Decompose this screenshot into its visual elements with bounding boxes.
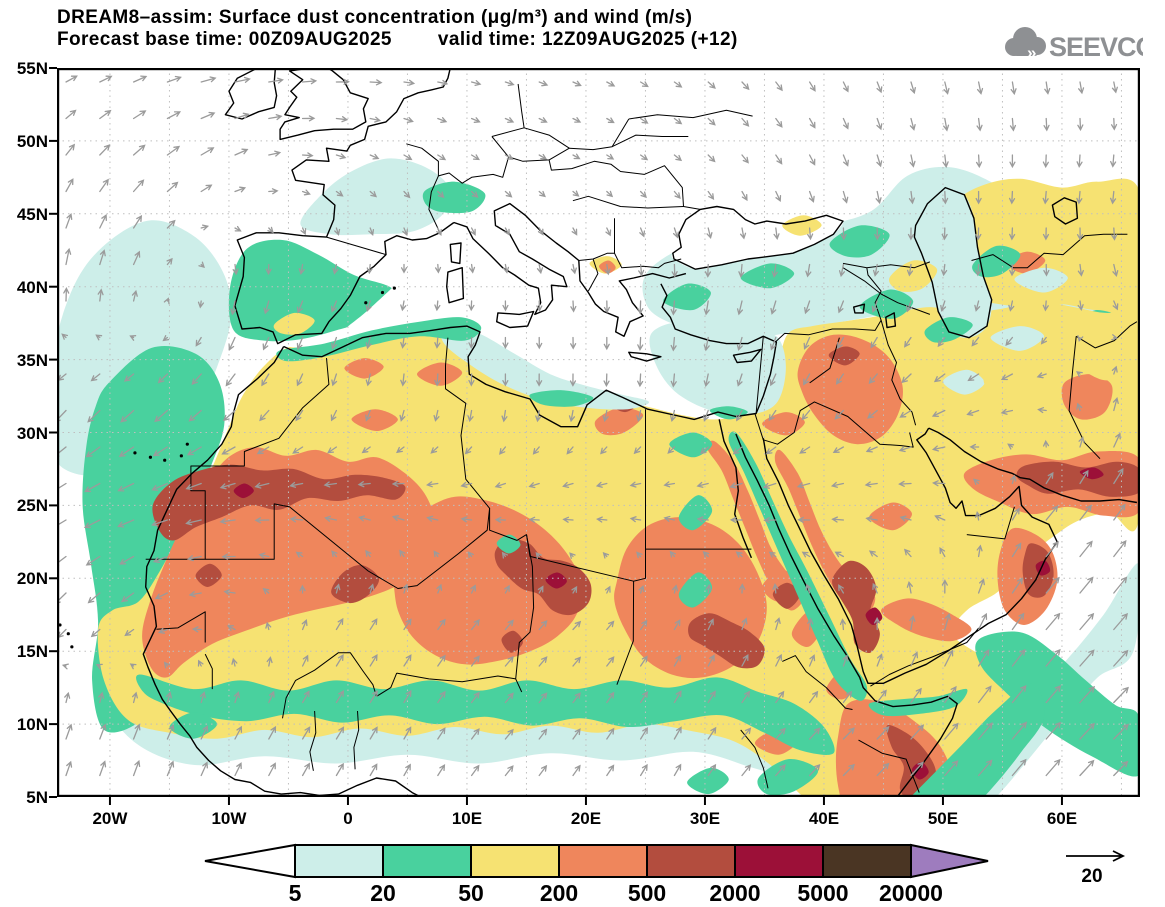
lon-axis-label: 0	[343, 809, 353, 828]
graticule-layer	[57, 68, 1140, 797]
dust-overlay-layer	[136, 215, 1140, 797]
lat-axis-label: 45N	[16, 204, 48, 224]
lat-axis-label: 40N	[16, 277, 48, 297]
logo-text: SEEVCCC	[1049, 32, 1143, 62]
map-frame	[57, 68, 1140, 797]
svg-text:»: »	[1027, 43, 1036, 62]
page-subtitle: Forecast base time: 00Z09AUG2025 valid ti…	[57, 29, 738, 51]
colorbar-tick-label: 20	[370, 880, 396, 906]
lat-axis-label: 55N	[16, 59, 48, 78]
lat-axis-label: 10N	[16, 715, 48, 735]
seevccc-logo: » SEEVCCC	[1001, 22, 1143, 64]
cloud-icon: »	[1005, 27, 1046, 62]
colorbar-tick-label: 5000	[797, 880, 848, 906]
lon-axis-label: 20W	[92, 809, 128, 828]
colorbar-tick-label: 2000	[709, 880, 760, 906]
lat-axis-label: 20N	[16, 569, 48, 589]
colorbar-tick-label: 200	[540, 880, 578, 906]
lon-axis-label: 10W	[211, 809, 247, 828]
lon-axis-label: 50E	[927, 809, 959, 828]
colorbar-tick-label: 50	[458, 880, 484, 906]
lon-axis-label: 30E	[689, 809, 721, 828]
lat-axis-label: 30N	[16, 423, 48, 443]
map-canvas	[57, 68, 1140, 797]
lat-axis-label: 5N	[26, 788, 48, 807]
wind-reference-arrow: 20	[1066, 850, 1126, 887]
lon-axis-label: 60E	[1046, 809, 1078, 828]
page-title: DREAM8–assim: Surface dust concentration…	[57, 7, 693, 28]
lat-axis-label: 50N	[16, 131, 48, 151]
colorbar-tick-label: 5	[289, 880, 302, 906]
lat-axis-label: 35N	[16, 350, 48, 370]
valid-time: valid time: 12Z09AUG2025 (+12)	[437, 29, 738, 50]
lon-axis-label: 40E	[808, 809, 840, 828]
colorbar-tick-label: 20000	[879, 880, 943, 906]
wind-reference-label: 20	[1081, 866, 1102, 887]
colorbar-tick-label: 500	[628, 880, 666, 906]
lat-axis-label: 15N	[16, 642, 48, 662]
lat-axis-label: 25N	[16, 496, 48, 516]
forecast-base-time: Forecast base time: 00Z09AUG2025	[57, 29, 392, 50]
wind-arrow-layer	[57, 75, 1129, 777]
colorbar: 5 20 50 200 500 2000 5000 20000	[204, 843, 989, 906]
lon-axis-label: 10E	[451, 809, 483, 828]
lon-axis-label: 20E	[570, 809, 602, 828]
